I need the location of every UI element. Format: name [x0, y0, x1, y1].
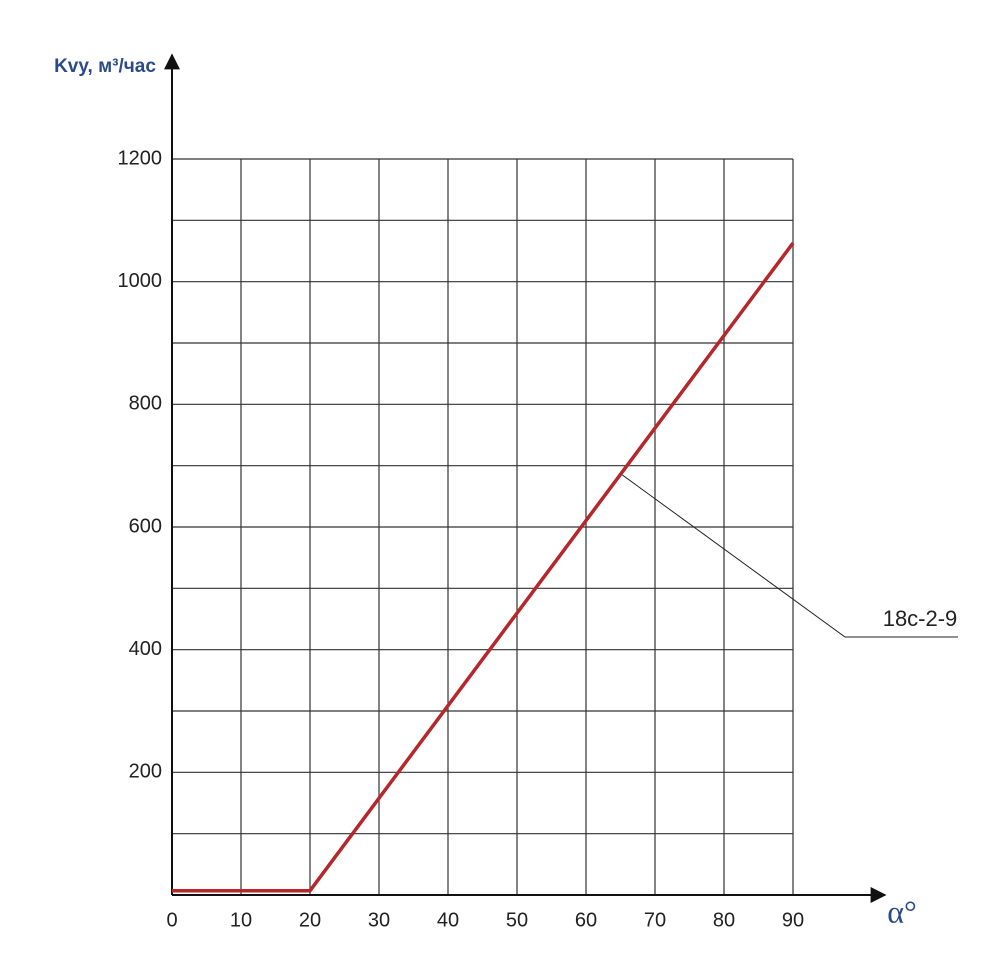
- x-tick-label: 0: [166, 909, 177, 931]
- y-tick-label: 800: [129, 393, 162, 415]
- y-axis-label: Kvy, м³/час: [54, 56, 156, 77]
- y-tick-label: 200: [129, 761, 162, 783]
- x-tick-label: 50: [506, 909, 528, 931]
- x-tick-label: 60: [575, 909, 597, 931]
- y-tick-label: 600: [129, 515, 162, 537]
- grid: [171, 158, 794, 895]
- x-tick-label: 30: [368, 909, 390, 931]
- series-label: 18c-2-9: [883, 606, 958, 631]
- y-tick-label: 1200: [118, 147, 163, 169]
- x-tick-label: 70: [644, 909, 666, 931]
- x-tick-label: 20: [299, 909, 321, 931]
- y-tick-label: 400: [129, 638, 162, 660]
- x-tick-label: 80: [713, 909, 735, 931]
- x-tick-label: 40: [437, 909, 459, 931]
- y-tick-label: 1000: [118, 270, 163, 292]
- x-axis-label: α°: [887, 893, 917, 929]
- leader-line: [620, 473, 846, 638]
- data-line: [172, 241, 795, 893]
- x-tick-label: 90: [782, 909, 804, 931]
- x-tick-label: 10: [230, 909, 252, 931]
